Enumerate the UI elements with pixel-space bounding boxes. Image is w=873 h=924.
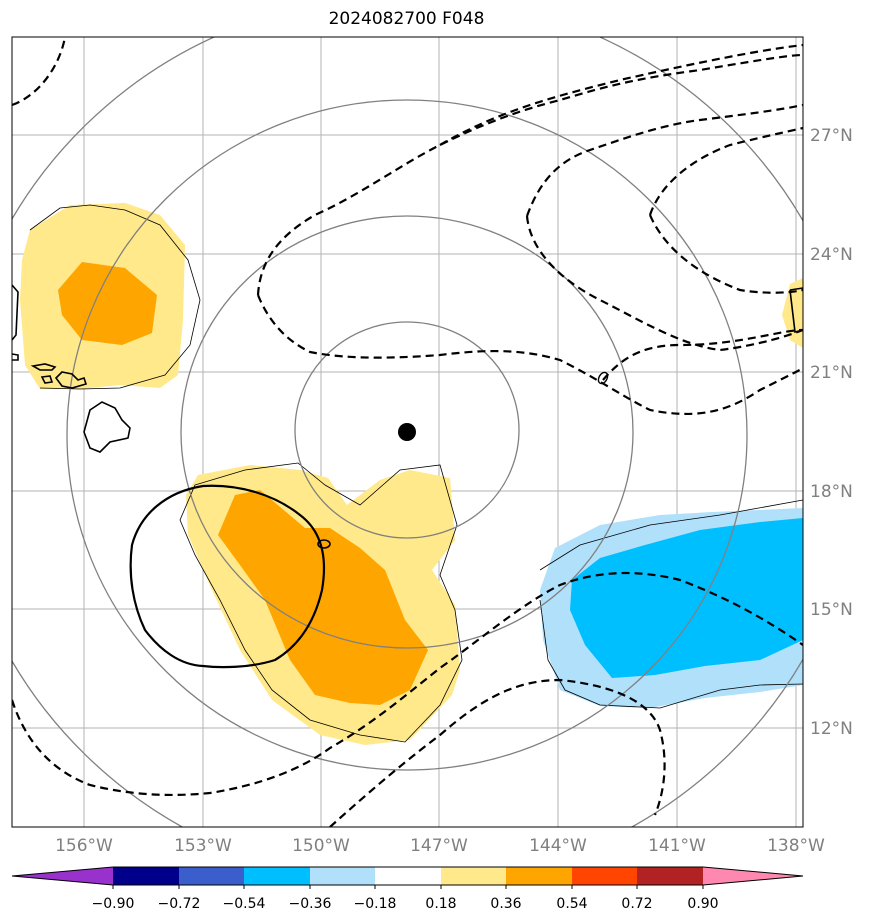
colorbar-segment	[113, 867, 179, 885]
dashed-contour-north-bend	[12, 37, 67, 107]
longitude-labels: 156°W 153°W 150°W 147°W 144°W 141°W 138°…	[55, 836, 825, 856]
lon-label: 147°W	[410, 836, 468, 856]
map-title: 2024082700 F048	[328, 9, 485, 29]
lat-label: 24°N	[810, 245, 853, 265]
lat-label: 12°N	[810, 719, 853, 739]
niihau-edge	[12, 353, 19, 361]
dashed-contour-east-loop-2	[648, 214, 803, 294]
east-edge-coast	[789, 287, 803, 333]
map-area	[12, 37, 803, 827]
latitude-labels: 27°N 24°N 21°N 18°N 15°N 12°N	[810, 126, 853, 739]
molokai-coast	[30, 363, 57, 371]
solid-contour-loop	[129, 484, 326, 669]
colorbar-tick-label: −0.72	[158, 896, 201, 912]
dashed-contour-east-loop	[648, 126, 803, 216]
colorbar-segment	[375, 867, 441, 885]
shading-outlines	[29, 204, 803, 743]
dashed-contour-ridge-2	[602, 328, 803, 381]
contour-ring-3	[66, 99, 748, 771]
coastlines	[12, 284, 803, 453]
colorbar-extend-high	[703, 867, 803, 885]
colorbar-tick-label: −0.54	[223, 896, 266, 912]
maui-coast	[54, 371, 88, 389]
lon-label: 144°W	[529, 836, 587, 856]
dashed-contour-trough	[256, 53, 803, 296]
colorbar-tick-label: 0.90	[687, 896, 718, 912]
positive-anomaly-northwest-core	[58, 262, 157, 345]
colorbar-segment	[310, 867, 375, 885]
kauai-oahu-edge	[12, 284, 19, 341]
lat-label: 27°N	[810, 126, 853, 146]
negative-anomaly-east-core	[570, 518, 803, 678]
lon-label: 150°W	[292, 836, 350, 856]
storm-center-dot	[398, 423, 416, 441]
dashed-contour-north-loop-2	[525, 215, 803, 352]
hawaii-big-island-coast	[83, 401, 131, 453]
dashed-contours	[12, 37, 803, 827]
lat-label: 15°N	[810, 600, 853, 620]
colorbar-tick-label: 0.36	[490, 896, 521, 912]
colorbar-tick-label: 0.54	[556, 896, 587, 912]
positive-anomaly-south-core	[218, 490, 428, 705]
dashed-contour-north-loop	[525, 103, 803, 217]
lat-label: 21°N	[810, 363, 853, 383]
contour-ring-4	[12, 37, 803, 827]
dashed-contour-southwest	[12, 571, 803, 797]
colorbar-segment	[506, 867, 572, 885]
colorbar-extend-low	[12, 867, 113, 885]
dashed-contour-lower-trough	[256, 294, 803, 416]
lon-label: 153°W	[174, 836, 232, 856]
colorbar-tick-label: 0.18	[425, 896, 456, 912]
grey-contours	[12, 37, 803, 827]
colorbar-tick-label: −0.18	[354, 896, 397, 912]
lat-label: 18°N	[810, 482, 853, 502]
dashed-contour-southeast	[329, 678, 666, 827]
lon-label: 138°W	[767, 836, 825, 856]
map-frame	[11, 36, 804, 828]
tiny-dashed-loop	[597, 371, 609, 385]
contour-ring-1	[294, 321, 520, 539]
colorbar-segment	[244, 867, 310, 885]
small-contour-loop	[317, 539, 331, 549]
anomaly-shading	[20, 203, 803, 745]
colorbar-tick-label: −0.90	[92, 896, 135, 912]
dashed-contour-ridge-1	[439, 43, 803, 146]
colorbar-segment	[441, 867, 506, 885]
colorbar-segment	[179, 867, 244, 885]
colorbar-segment	[572, 867, 637, 885]
lon-label: 141°W	[648, 836, 706, 856]
colorbar: −0.90 −0.72 −0.54 −0.36 −0.18 0.18 0.36 …	[11, 866, 804, 912]
colorbar-tick-label: −0.36	[289, 896, 332, 912]
contour-ring-2	[180, 215, 634, 649]
colorbar-segment	[637, 867, 703, 885]
lanai-coast	[40, 375, 54, 384]
lon-label: 156°W	[55, 836, 113, 856]
colorbar-tick-label: 0.72	[621, 896, 652, 912]
